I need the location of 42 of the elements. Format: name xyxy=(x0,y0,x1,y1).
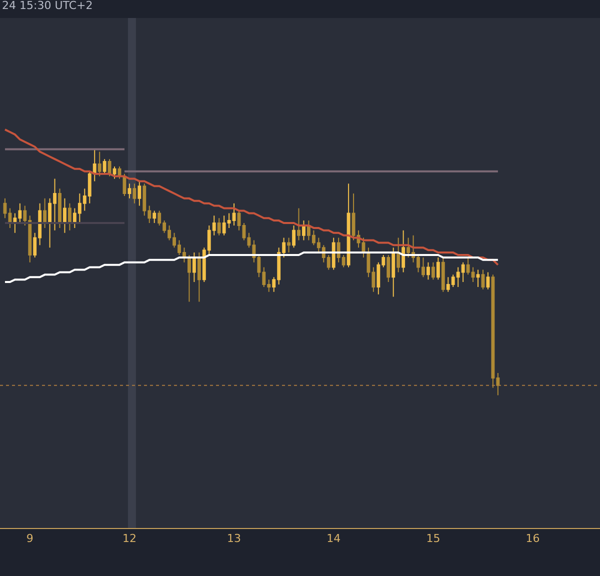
candlestick xyxy=(63,198,66,234)
candlestick xyxy=(441,256,445,292)
candlestick xyxy=(112,166,116,180)
candlestick xyxy=(292,224,296,248)
candlestick xyxy=(217,218,221,236)
candlestick xyxy=(426,262,430,280)
candlestick xyxy=(436,256,440,280)
x-tick-label: 14 xyxy=(326,532,341,546)
candlestick xyxy=(476,269,480,288)
x-tick-label: 13 xyxy=(227,532,242,546)
candlestick xyxy=(386,254,390,283)
candlestick xyxy=(481,269,485,290)
candlestick xyxy=(392,247,396,298)
candlestick xyxy=(237,210,241,231)
candlestick xyxy=(396,237,400,273)
candlestick xyxy=(152,210,156,224)
text: 24 15:30 UTC+2 xyxy=(2,0,93,12)
candlestick xyxy=(132,183,136,204)
candlestick xyxy=(138,180,142,206)
candlestick xyxy=(346,183,350,268)
candlestick xyxy=(43,198,47,228)
candlestick xyxy=(486,272,490,290)
candlestick xyxy=(58,188,62,228)
candlestick xyxy=(92,148,96,182)
candlestick xyxy=(108,158,112,177)
candlestick xyxy=(297,208,300,241)
x-tick-label: 9 xyxy=(26,532,34,546)
candlestick xyxy=(197,252,201,302)
candlestick xyxy=(128,183,132,199)
x-tick-label: 16 xyxy=(526,532,540,546)
candlestick xyxy=(102,158,106,174)
x-tick-label: 12 xyxy=(122,532,136,546)
candlestick xyxy=(192,252,196,283)
candlestick xyxy=(68,202,72,231)
candlestick xyxy=(431,262,435,280)
x-tick-label: 15 xyxy=(426,532,440,546)
candlestick xyxy=(98,151,102,177)
candlestick xyxy=(332,237,336,270)
candlestick xyxy=(402,230,406,273)
candlestick xyxy=(287,237,291,254)
candlestick xyxy=(302,220,306,241)
candlestick xyxy=(187,254,191,302)
